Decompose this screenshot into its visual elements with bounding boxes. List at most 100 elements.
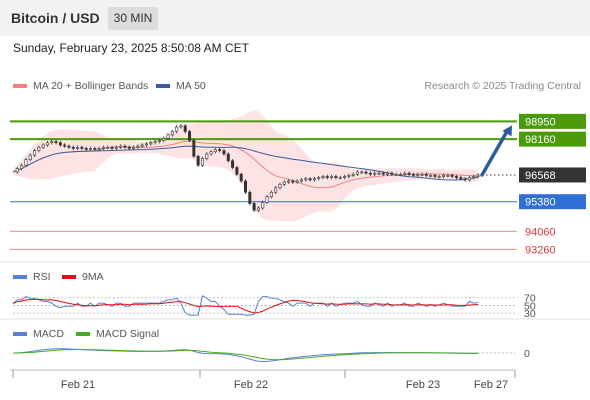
chart-timestamp: Sunday, February 23, 2025 8:50:08 AM CET [13,41,249,55]
candle-body [101,146,105,149]
legend-bollinger-swatch [13,84,27,88]
candle-body [454,176,458,178]
candle-body [261,202,265,209]
candle-body [231,160,235,168]
rsi-level-label-70: 70 [524,293,536,305]
candle-body [179,125,183,128]
candle-body [110,146,114,149]
rsi-ma-line [12,298,479,314]
candle-body [459,177,463,180]
candle-body [446,175,450,177]
candle-body [76,146,80,149]
candle-body [390,172,394,175]
legend-macd-signal-swatch [76,332,90,336]
candle-body [196,155,200,166]
level-label-96568: 96568 [525,170,556,182]
candle-body [136,145,140,148]
candle-body [368,172,372,175]
candle-body [93,148,97,150]
rsi-level-label-50: 50 [524,300,536,312]
macd-zero-label: 0 [524,348,530,360]
candle-body [28,154,32,160]
candle-body [256,207,260,211]
candle-body [132,146,136,149]
chart-header: Bitcoin / USD 30 MIN [0,0,590,36]
candle-body [166,134,170,139]
candle-body [119,145,123,148]
candle-body [394,173,398,176]
candle-body [222,150,226,155]
candle-body [411,173,415,176]
candle-body [299,179,303,182]
candle-body [467,177,471,181]
candle-body [63,144,67,147]
candle-body [278,184,282,189]
candle-body [343,176,347,178]
candle-body [205,153,209,159]
legend-macd: MACD [13,328,64,340]
legend-ma50-swatch [156,84,170,88]
candle-body [15,168,19,173]
level-badge-96568 [519,167,586,183]
projection-arrow-shaft [480,129,509,177]
legend-9ma: 9MA [62,271,104,283]
legend-ma50-label: MA 50 [176,80,206,92]
level-label-98160: 98160 [525,134,556,146]
candle-body [424,173,428,176]
candle-body [433,175,437,177]
legend-macd-signal-label: MACD Signal [96,328,160,340]
candle-body [58,142,62,146]
legend-bollinger-label: MA 20 + Bollinger Bands [33,80,149,92]
candle-body [291,180,295,183]
candle-body [226,153,230,162]
candle-body [235,167,239,175]
candle-body [429,175,433,177]
timeframe-button[interactable]: 30 MIN [108,7,158,30]
candle-body [330,176,334,178]
candle-body [338,177,342,179]
legend-bollinger: MA 20 + Bollinger Bands [13,80,148,92]
candle-body [183,125,187,132]
candle-body [407,172,411,175]
candle-body [200,158,204,166]
candle-body [248,191,252,204]
candle-body [463,178,467,181]
candle-body [450,175,454,177]
candle-body [373,172,377,175]
candle-body [106,146,110,149]
candle-body [123,145,127,148]
candle-body [45,142,49,146]
legend-rsi-swatch [13,275,27,279]
candle-body [321,176,325,178]
candle-body [381,172,385,175]
x-tick-label: Feb 27 [474,379,508,391]
candle-body [140,144,144,147]
candle-body [398,173,402,176]
candle-body [84,148,88,150]
candle-body [334,176,338,178]
candle-body [325,176,329,178]
level-label-93260: 93260 [525,244,556,256]
candle-body [80,146,84,149]
candle-body [20,164,24,169]
candle-body [265,196,269,203]
candle-body [144,143,148,146]
candle-body [355,171,359,175]
candle-body [442,175,446,177]
level-badge-98160 [519,131,586,147]
candle-body [89,148,93,150]
level-badge-98950 [519,113,586,129]
candle-body [437,176,441,178]
candle-body [54,141,58,144]
legend-9ma-label: 9MA [82,271,104,283]
candle-body [287,180,291,183]
candle-body [71,146,75,149]
candle-body [153,141,157,144]
candle-body [317,177,321,180]
candle-body [308,178,312,181]
level-label-94060: 94060 [525,226,556,238]
legend-macd-label: MACD [33,328,64,340]
candle-body [295,180,299,183]
candle-body [472,176,476,178]
rsi-level-label-30: 30 [524,308,536,320]
